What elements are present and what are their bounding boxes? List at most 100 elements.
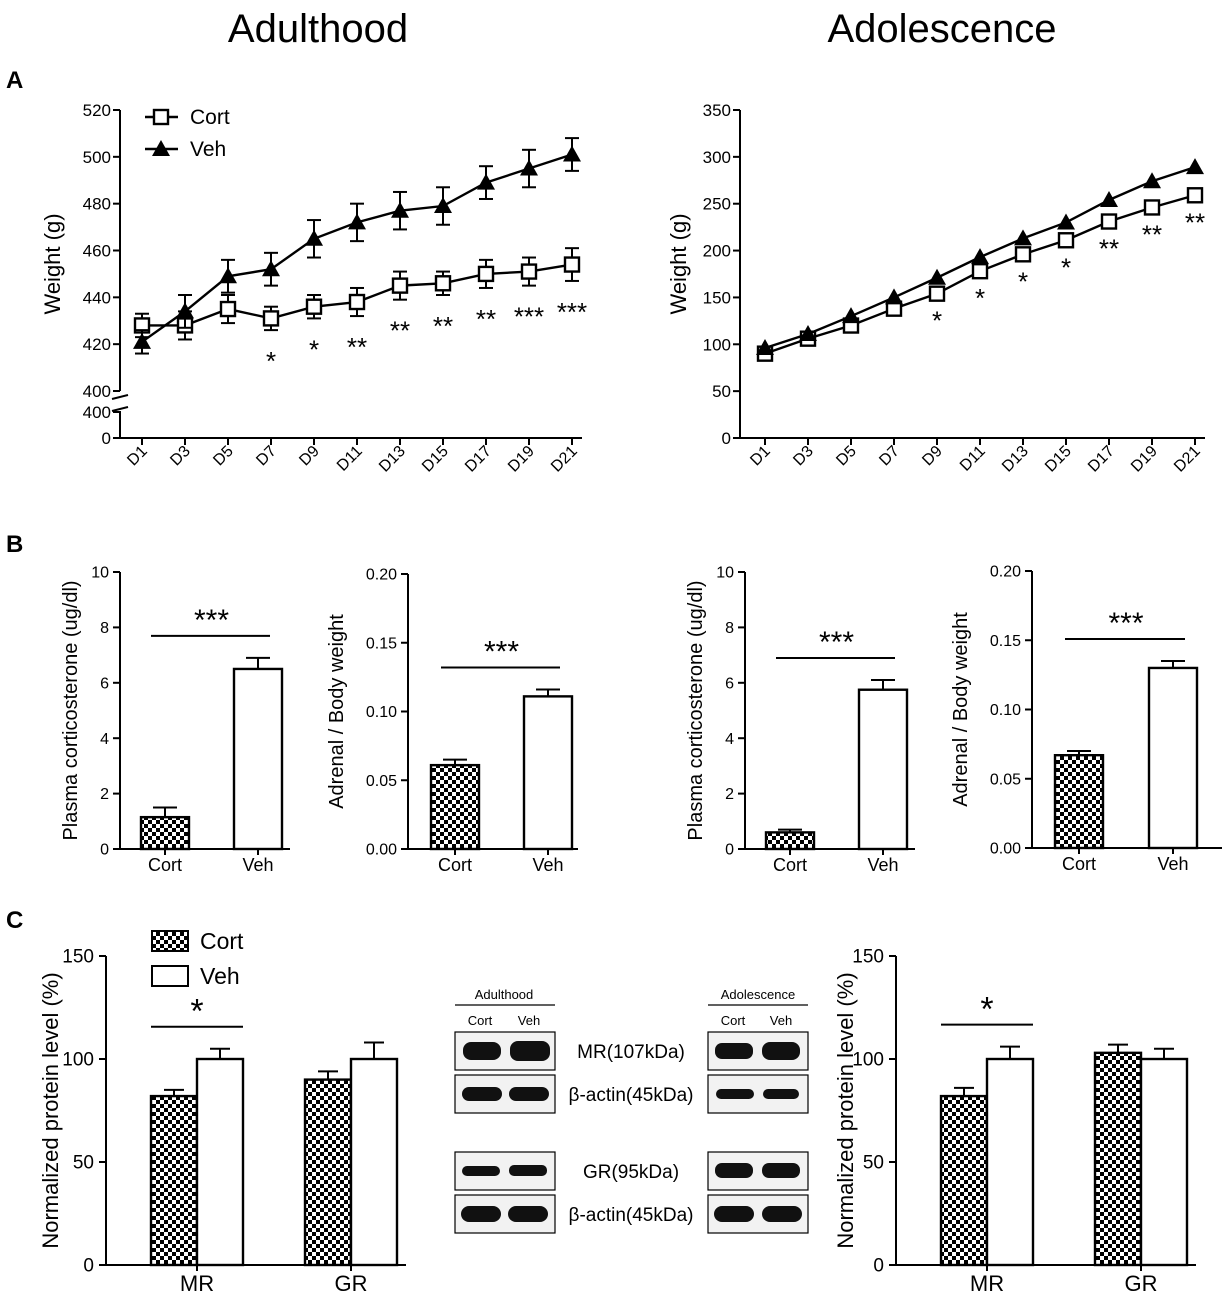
x-tick-label: D3 [790, 443, 817, 470]
significance-marker: ** [1185, 207, 1205, 237]
legend-label-veh: Veh [200, 963, 240, 989]
significance-marker: *** [514, 302, 544, 332]
x-tick-label: D11 [334, 443, 366, 475]
point-cort [477, 265, 495, 283]
point-veh [520, 159, 538, 176]
blot-band [462, 1087, 502, 1101]
blot-label-mr: MR(107kDa) [577, 1042, 685, 1063]
y-tick-label: 150 [703, 288, 731, 307]
y-tick-label: 200 [703, 242, 731, 261]
blot-band [463, 1042, 501, 1060]
blot-group-adulthood: Adulthood [475, 987, 534, 1002]
significance-marker: * [190, 993, 203, 1031]
panel-label-a: A [6, 67, 23, 94]
blot-band [762, 1206, 802, 1222]
y-tick-label: 300 [703, 148, 731, 167]
y-tick-label: 520 [83, 101, 111, 120]
y-tick-label: 0.05 [366, 773, 397, 790]
y-axis-label: Normalized protein level (%) [38, 972, 63, 1248]
title-adulthood: Adulthood [228, 7, 408, 51]
bar-mr-veh [985, 1057, 1035, 1267]
y-tick-label: 0 [873, 1256, 884, 1277]
y-axis-label: Plasma corticosterone (ug/dl) [60, 580, 82, 840]
point-veh [434, 197, 452, 214]
blot-band [715, 1163, 753, 1178]
point-veh [391, 201, 409, 218]
y-tick-label: 150 [62, 947, 94, 968]
x-tick-label: D11 [957, 443, 989, 475]
chart-adrenal-adolescence: 0.00 0.05 0.10 0.15 0.20 Adrenal / Body weigh… [950, 564, 1222, 874]
y-tick-label: 4 [725, 731, 734, 748]
blot-band [716, 1089, 754, 1099]
x-tick-label: D7 [876, 443, 903, 470]
significance-marker: *** [1108, 607, 1143, 640]
chart-weight-adulthood: 400 420 440 460 480 500 520 400 0 D1 D3 D5 D7 D9 D11 D1… [40, 101, 587, 476]
x-tick-label: Veh [867, 855, 898, 875]
legend-swatch-cort [151, 930, 189, 952]
legend-label-veh: Veh [190, 138, 226, 161]
significance-marker: * [309, 334, 319, 364]
blot-band [715, 1043, 753, 1059]
point-veh [305, 229, 323, 246]
point-veh [928, 268, 946, 285]
significance-marker: *** [194, 604, 229, 637]
blot-band [762, 1042, 800, 1060]
point-cort [563, 256, 581, 273]
y-axis-label: Plasma corticosterone (ug/dl) [685, 580, 707, 840]
y-tick-label: 0.15 [366, 635, 397, 652]
point-veh [563, 145, 581, 162]
x-tick-label: D7 [253, 443, 280, 470]
x-tick-label: D19 [1128, 443, 1161, 476]
y-tick-label: 2 [725, 786, 734, 803]
point-cort [928, 285, 946, 302]
bar-mr-cort [149, 1094, 199, 1267]
x-tick-label: Cort [438, 855, 472, 875]
blot-lane-cort: Cort [721, 1013, 746, 1028]
bar-veh [1147, 666, 1199, 850]
significance-marker: *** [484, 636, 519, 669]
significance-marker: ** [1099, 234, 1119, 264]
x-tick-label: GR [1125, 1271, 1158, 1296]
point-cort [1143, 199, 1161, 216]
axis-break-mark [111, 394, 129, 400]
chart-adrenal-adulthood: 0.00 0.05 0.10 0.15 0.20 Adrenal / Body weigh… [326, 567, 578, 875]
y-tick-label: 420 [83, 335, 111, 354]
chart-protein-adolescence: 0 50 100 150 Normalized protein level (%) MR *… [833, 947, 1196, 1296]
y-tick-label: 10 [91, 565, 109, 582]
y-tick-label: 460 [83, 242, 111, 261]
blot-group-adolescence: Adolescence [721, 987, 795, 1002]
point-cort [305, 298, 323, 315]
axis-break-mark [111, 406, 129, 412]
point-cort [262, 310, 280, 327]
x-tick-label: D9 [296, 443, 323, 470]
significance-marker: ** [1142, 219, 1162, 249]
blot-band [510, 1041, 550, 1061]
x-tick-label: D13 [999, 443, 1032, 476]
title-adolescence: Adolescence [827, 7, 1056, 51]
blot-lane-cort: Cort [468, 1013, 493, 1028]
point-veh [176, 302, 194, 319]
bar-veh [522, 695, 574, 851]
point-veh [1100, 190, 1118, 207]
y-tick-label: 350 [703, 101, 731, 120]
y-tick-label: 50 [863, 1153, 884, 1174]
significance-marker: ** [390, 316, 410, 346]
point-cort [1014, 246, 1032, 263]
legend-marker-veh [152, 140, 170, 156]
bar-gr-cort [303, 1078, 353, 1267]
blot-band [461, 1206, 501, 1222]
y-tick-label: 100 [703, 335, 731, 354]
x-tick-label: D1 [747, 443, 774, 470]
x-tick-label: D5 [210, 443, 237, 470]
y-axis-label: Normalized protein level (%) [833, 972, 858, 1248]
point-veh [1057, 213, 1075, 230]
y-tick-label: 0.10 [990, 702, 1021, 719]
y-axis-label: Adrenal / Body weight [950, 612, 972, 807]
blot-band [509, 1165, 547, 1176]
chart-plasma-adulthood: 0 2 4 6 8 10 Plasma corticosterone (ug/dl) Cort… [60, 565, 290, 875]
y-tick-label: 50 [712, 382, 731, 401]
panel-label-b: B [6, 531, 23, 558]
x-tick-label: D21 [548, 443, 581, 476]
significance-marker: ** [476, 304, 496, 334]
point-cort [219, 300, 237, 318]
